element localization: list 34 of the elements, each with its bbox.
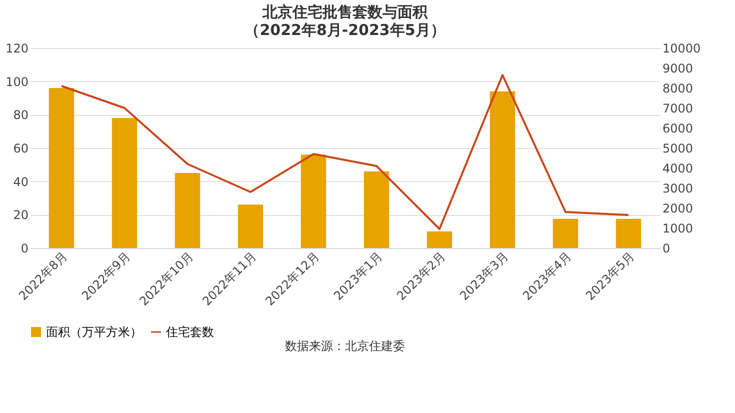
bar bbox=[490, 91, 516, 248]
y2-tick-label: 9000 bbox=[662, 62, 694, 76]
legend-label: 住宅套数 bbox=[165, 325, 214, 339]
y-tick-label: 40 bbox=[13, 174, 28, 189]
y-tick-label: 60 bbox=[13, 142, 28, 156]
chart-subtitle: （2022年8月-2023年5月） bbox=[244, 21, 446, 39]
bar bbox=[364, 171, 390, 248]
bar bbox=[552, 218, 578, 248]
y2-tick-label: 7000 bbox=[662, 102, 694, 116]
y2-tick-label: 10000 bbox=[662, 42, 701, 56]
y-tick-label: 80 bbox=[13, 108, 28, 122]
legend-label: 面积（万平方米） bbox=[46, 325, 142, 339]
y2-tick-label: 5000 bbox=[662, 142, 694, 156]
bar bbox=[300, 154, 326, 248]
y2-tick-label: 0 bbox=[662, 242, 670, 256]
bar bbox=[174, 173, 200, 248]
y2-tick-label: 4000 bbox=[662, 162, 694, 176]
y2-tick-label: 2000 bbox=[662, 202, 694, 216]
y-tick-label: 0 bbox=[20, 242, 28, 256]
y2-tick-label: 3000 bbox=[662, 182, 694, 196]
bar bbox=[48, 88, 74, 248]
y2-tick-label: 6000 bbox=[662, 122, 694, 136]
bar bbox=[238, 204, 264, 248]
y-tick-label: 20 bbox=[13, 208, 28, 222]
chart-title: 北京住宅批售套数与面积 bbox=[262, 3, 428, 21]
y2-tick-label: 1000 bbox=[662, 222, 694, 236]
y-tick-label: 100 bbox=[6, 74, 28, 89]
y2-tick-label: 8000 bbox=[662, 82, 694, 96]
bar bbox=[426, 231, 452, 248]
line-series bbox=[60, 74, 630, 230]
y-tick-label: 120 bbox=[6, 42, 28, 56]
bar bbox=[112, 118, 138, 248]
source-note: 数据来源：北京住建委 bbox=[285, 339, 405, 353]
bar bbox=[616, 218, 642, 248]
